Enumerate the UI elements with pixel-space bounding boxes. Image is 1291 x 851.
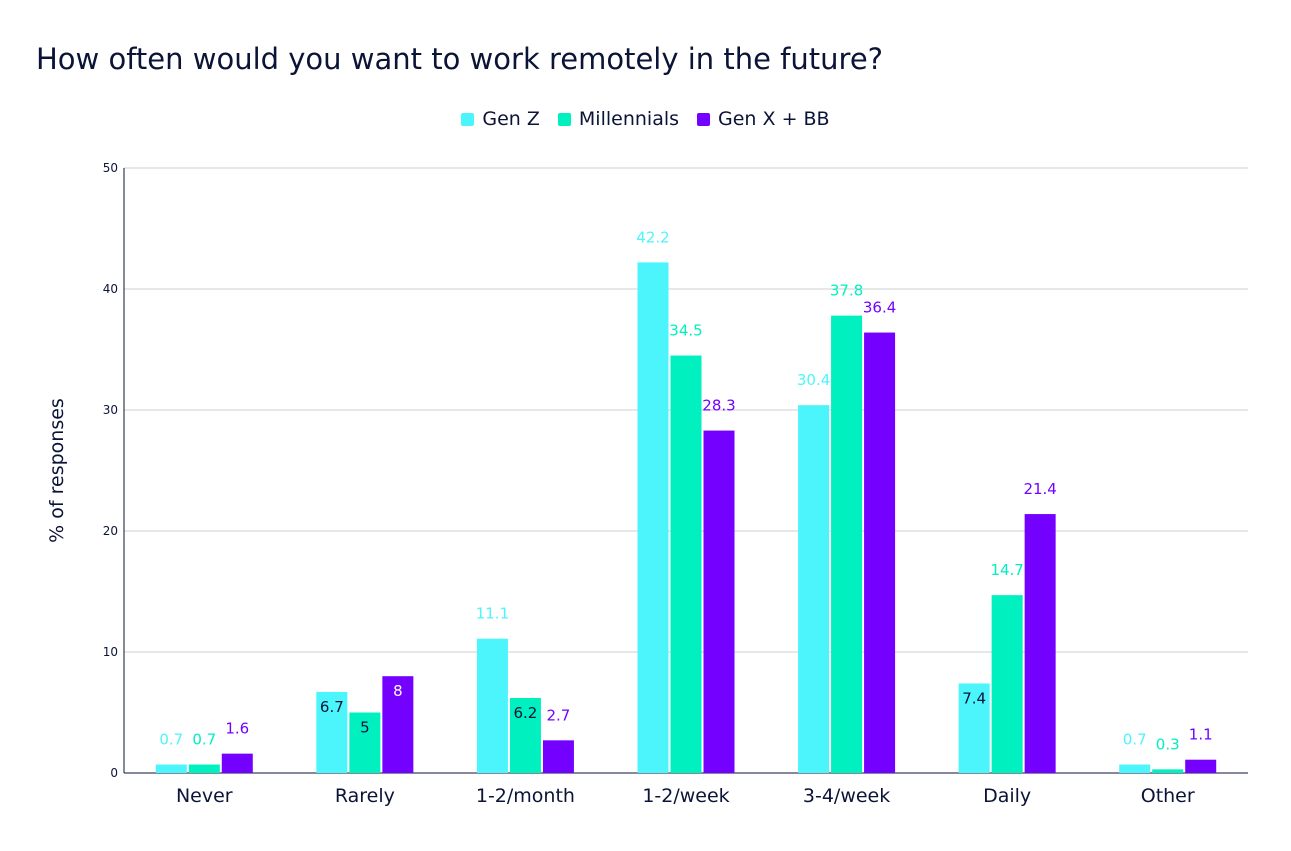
bar xyxy=(703,430,735,773)
y-tick-label: 20 xyxy=(103,524,118,538)
data-label: 1.1 xyxy=(1189,726,1213,744)
x-tick-label: Daily xyxy=(983,785,1031,807)
legend-swatch-millennials xyxy=(557,112,571,126)
data-label: 1.6 xyxy=(225,720,249,738)
data-label: 7.4 xyxy=(962,689,986,707)
data-label: 30.4 xyxy=(797,371,830,389)
x-tick-label: 3-4/week xyxy=(803,785,890,807)
y-tick-label: 50 xyxy=(103,161,118,175)
data-label: 21.4 xyxy=(1023,480,1056,498)
bar xyxy=(509,697,541,773)
data-label: 42.2 xyxy=(636,228,669,246)
data-label: 28.3 xyxy=(702,397,735,415)
bar xyxy=(831,315,863,773)
data-label: 34.5 xyxy=(669,322,702,340)
legend-item-millennials: Millennials xyxy=(557,108,680,130)
data-label: 5 xyxy=(360,719,370,737)
bar xyxy=(316,691,348,773)
data-label: 14.7 xyxy=(990,561,1023,579)
x-tick-label: Other xyxy=(1141,785,1195,807)
bar xyxy=(864,332,896,773)
bar xyxy=(798,405,830,773)
bar xyxy=(188,764,220,773)
y-tick-label: 10 xyxy=(103,645,118,659)
chart-title: How often would you want to work remotel… xyxy=(36,42,884,76)
bar xyxy=(958,683,990,773)
x-tick-label: Never xyxy=(176,785,233,807)
bar xyxy=(637,262,669,773)
x-tick-label: Rarely xyxy=(335,785,395,807)
y-tick-label: 30 xyxy=(103,403,118,417)
bar xyxy=(670,355,702,773)
bar xyxy=(1152,769,1184,773)
bar xyxy=(155,764,187,773)
data-label: 0.7 xyxy=(192,731,216,749)
data-label: 0.3 xyxy=(1156,735,1180,753)
data-label: 0.7 xyxy=(159,731,183,749)
data-label: 36.4 xyxy=(863,299,896,317)
x-tick-label: 1-2/month xyxy=(476,785,575,807)
bar xyxy=(1185,759,1217,773)
data-label: 2.7 xyxy=(546,706,570,724)
data-label: 0.7 xyxy=(1123,731,1147,749)
data-label: 6.2 xyxy=(513,704,537,722)
legend-swatch-gen-z xyxy=(461,112,475,126)
x-tick-label: 1-2/week xyxy=(642,785,729,807)
y-tick-label: 40 xyxy=(103,282,118,296)
data-label: 37.8 xyxy=(830,282,863,300)
bar xyxy=(991,595,1023,773)
legend-label-gen-x-bb: Gen X + BB xyxy=(718,108,830,130)
bar xyxy=(476,638,508,773)
y-tick-label: 0 xyxy=(110,766,118,780)
legend-label-gen-z: Gen Z xyxy=(482,108,540,130)
bar xyxy=(1119,764,1151,773)
legend-label-millennials: Millennials xyxy=(578,108,680,130)
bar xyxy=(221,753,253,773)
data-label: 8 xyxy=(393,682,403,700)
data-label: 11.1 xyxy=(476,605,509,623)
chart-legend: Gen Z Millennials Gen X + BB xyxy=(0,108,1291,130)
y-axis-label: % of responses xyxy=(46,398,68,543)
legend-item-gen-x-bb: Gen X + BB xyxy=(697,108,830,130)
legend-item-gen-z: Gen Z xyxy=(461,108,540,130)
legend-swatch-gen-x-bb xyxy=(697,112,711,126)
bar xyxy=(1024,514,1056,773)
bar xyxy=(349,712,381,773)
bar xyxy=(542,740,574,773)
data-label: 6.7 xyxy=(320,698,344,716)
bar xyxy=(382,676,414,773)
